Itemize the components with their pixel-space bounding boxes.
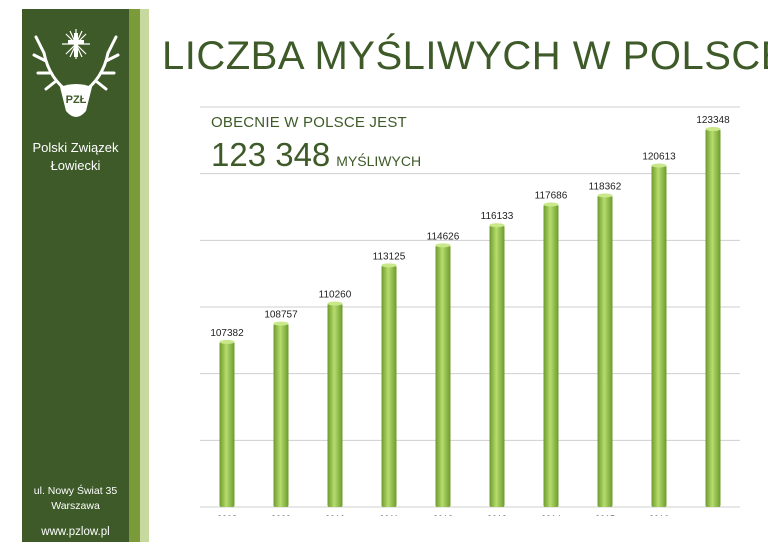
sidebar-stripe-light xyxy=(140,9,149,542)
bar xyxy=(381,265,397,507)
data-label: 123348 xyxy=(696,115,730,126)
x-tick-label: 2009 xyxy=(271,514,291,516)
data-label: 118362 xyxy=(589,182,622,193)
sidebar: PZŁ Polski Związek Łowiecki ul. Nowy Świ… xyxy=(22,9,129,542)
x-tick-label: 2015 xyxy=(595,514,615,516)
x-tick-label: 2014 xyxy=(541,514,561,516)
bar xyxy=(219,341,235,507)
bar-cap xyxy=(543,202,559,207)
bar xyxy=(597,195,613,508)
x-tick-label: 2016 xyxy=(649,514,669,516)
address-line2: Warszawa xyxy=(51,500,100,512)
x-tick-label: 2013 xyxy=(487,514,507,516)
bar-cap xyxy=(435,243,451,248)
data-label: 107382 xyxy=(210,328,244,339)
bar xyxy=(273,323,289,507)
info-line: OBECNIE W POLSCE JEST xyxy=(211,114,407,131)
bar-cap xyxy=(651,163,667,168)
data-label: 117686 xyxy=(535,191,568,202)
data-label: 116133 xyxy=(481,211,514,222)
data-label: 108757 xyxy=(264,310,298,321)
bar xyxy=(651,165,667,507)
bar xyxy=(327,303,343,507)
bar-chart: 9500010000010500011000011500012000012500… xyxy=(200,106,740,516)
org-name-line2: Łowiecki xyxy=(50,158,101,173)
bar-cap xyxy=(327,301,343,306)
organization-name: Polski Związek Łowiecki xyxy=(22,139,129,175)
org-name-line1: Polski Związek xyxy=(32,140,119,155)
data-label: 120613 xyxy=(642,151,676,162)
x-tick-label: 2008 xyxy=(217,514,237,516)
bar-cap xyxy=(597,193,613,198)
bar-cap xyxy=(489,223,505,228)
website-link[interactable]: www.pzlow.pl xyxy=(41,526,110,538)
bar-cap xyxy=(219,339,235,344)
bar xyxy=(489,225,505,507)
data-label: 113125 xyxy=(373,251,406,262)
x-tick-label: 2010 xyxy=(325,514,345,516)
bar-cap xyxy=(705,127,721,132)
bar xyxy=(543,204,559,507)
address: ul. Nowy Świat 35 Warszawa xyxy=(22,484,129,514)
hunter-count: 123 348 xyxy=(211,136,331,173)
page-title: LICZBA MYŚLIWYCH W POLSCE xyxy=(162,34,768,78)
logo-text: PZŁ xyxy=(66,94,87,106)
pzl-logo-icon: PZŁ xyxy=(32,29,120,117)
address-line1: ul. Nowy Świat 35 xyxy=(33,485,118,497)
data-label: 110260 xyxy=(319,290,352,301)
x-tick-label: obecnie xyxy=(699,515,728,516)
info-count: 123 348 MYŚLIWYCH xyxy=(211,136,421,174)
bar xyxy=(435,245,451,507)
sidebar-stripe xyxy=(129,9,140,542)
x-tick-label: 2011 xyxy=(379,514,398,516)
bar xyxy=(705,129,721,507)
data-label: 114626 xyxy=(427,231,460,242)
bar-cap xyxy=(273,321,289,326)
hunter-count-suffix: MYŚLIWYCH xyxy=(336,153,422,169)
x-tick-label: 2012 xyxy=(433,514,453,516)
bar-cap xyxy=(381,263,397,268)
